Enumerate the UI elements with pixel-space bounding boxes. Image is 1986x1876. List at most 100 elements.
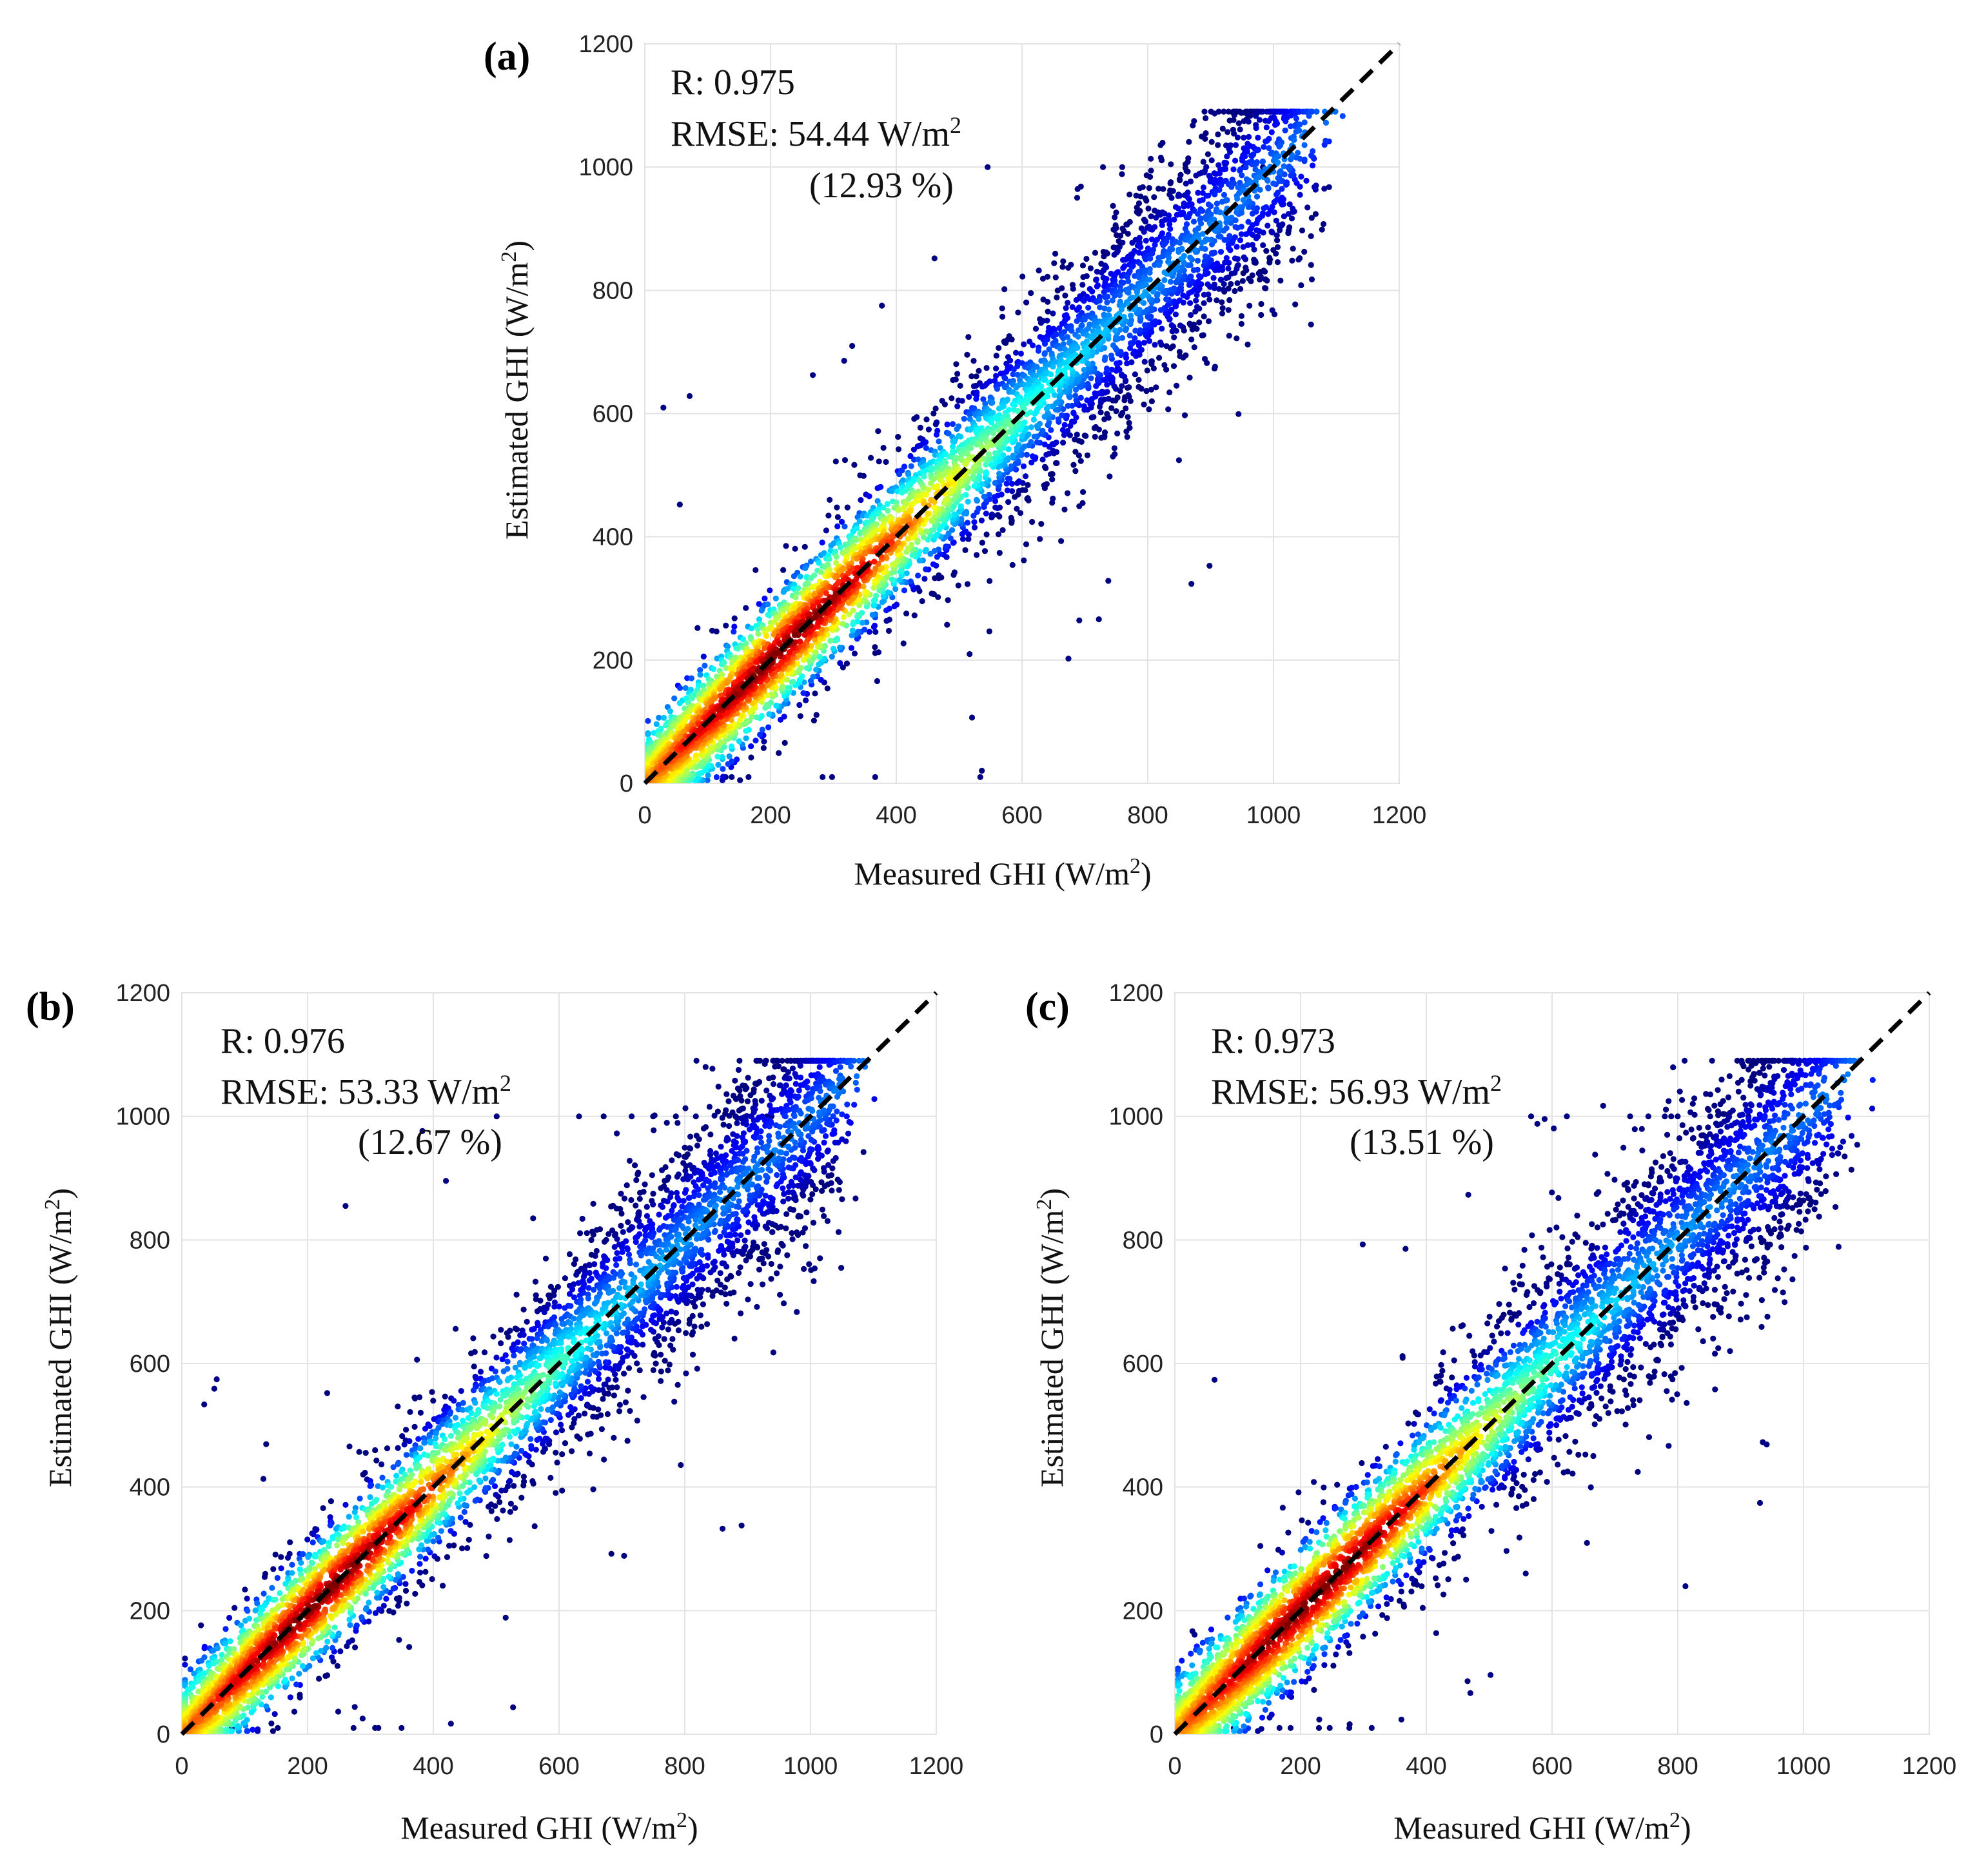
panel-a-point-2 bbox=[1234, 280, 1241, 286]
panel-a-point-596 bbox=[1234, 134, 1241, 141]
panel-a-point-418 bbox=[1105, 578, 1112, 584]
panel-a-point-569 bbox=[1079, 282, 1086, 288]
panel-a-point-442 bbox=[1058, 538, 1065, 544]
panel-a-point-1320 bbox=[901, 587, 908, 594]
panel-a-point-283 bbox=[880, 445, 887, 451]
panel-a-point-372 bbox=[1081, 433, 1088, 439]
panel-a-point-539 bbox=[1252, 113, 1259, 119]
panel-a-point-1959 bbox=[1081, 372, 1087, 378]
panel-a-point-496 bbox=[925, 426, 932, 433]
panel-a-point-2228 bbox=[879, 599, 885, 605]
panel-a-point-2851 bbox=[721, 660, 727, 666]
panel-a-point-3049 bbox=[968, 445, 974, 451]
panel-a-point-421 bbox=[745, 774, 752, 780]
panel-a-point-463 bbox=[1125, 231, 1131, 237]
panel-a-point-47 bbox=[760, 745, 767, 751]
panel-a-point-299 bbox=[1008, 517, 1015, 524]
panel-a-point-407 bbox=[1077, 183, 1084, 190]
panel-a-point-35 bbox=[1204, 151, 1211, 157]
panel-a-point-1449 bbox=[1190, 267, 1197, 273]
panel-a-point-1478 bbox=[1034, 439, 1040, 445]
panel-a-point-4 bbox=[996, 345, 1002, 351]
panel-a-point-2849 bbox=[795, 585, 801, 591]
panel-a-point-1213 bbox=[1217, 249, 1224, 255]
panel-a-point-366 bbox=[1142, 195, 1148, 202]
panel-a-point-348 bbox=[883, 458, 889, 465]
panel-a-point-811 bbox=[981, 382, 988, 389]
panel-a-point-141 bbox=[843, 660, 850, 667]
panel-a-point-1768 bbox=[1281, 163, 1287, 170]
panel-a-point-706 bbox=[1253, 125, 1259, 132]
panel-a-point-1723 bbox=[702, 662, 708, 669]
panel-a-point-1274 bbox=[800, 690, 807, 696]
panel-a-point-1424 bbox=[1199, 208, 1206, 214]
panel-a-point-436 bbox=[1096, 616, 1102, 623]
panel-a-point-432 bbox=[1258, 300, 1264, 308]
panel-a-point-1469 bbox=[975, 505, 982, 512]
panel-a-point-1348 bbox=[950, 421, 956, 427]
panel-a-point-433 bbox=[841, 358, 847, 364]
panel-a-point-1938 bbox=[810, 674, 816, 680]
panel-a-point-356 bbox=[1208, 108, 1214, 115]
panel-a-point-922 bbox=[1223, 255, 1230, 261]
panel-a-point-874 bbox=[1263, 124, 1270, 131]
panel-a-point-417 bbox=[968, 714, 976, 721]
panel-a-point-257 bbox=[1167, 180, 1174, 186]
panel-a-point-645 bbox=[1217, 277, 1224, 283]
panel-a-point-1275 bbox=[1275, 190, 1281, 196]
panel-a-point-1610 bbox=[1276, 143, 1283, 150]
panel-a-point-474 bbox=[1148, 358, 1155, 365]
panel-a-point-396 bbox=[945, 597, 951, 603]
panel-a-point-3046 bbox=[885, 507, 891, 514]
panel-a-point-342 bbox=[1092, 249, 1099, 256]
panel-a-point-225 bbox=[1121, 397, 1128, 404]
panel-a-point-687 bbox=[1227, 149, 1234, 155]
panel-a-point-3566 bbox=[917, 527, 923, 533]
panel-a-point-719 bbox=[837, 660, 843, 667]
panel-a-point-301 bbox=[1321, 220, 1327, 228]
panel-a-point-347 bbox=[1191, 118, 1197, 124]
panel-a-point-1863 bbox=[1275, 153, 1282, 160]
panel-a-point-2405 bbox=[958, 433, 964, 440]
panel-a-point-2742 bbox=[714, 754, 721, 760]
panel-a-point-196 bbox=[1054, 288, 1061, 294]
panel-a-point-282 bbox=[911, 612, 918, 619]
panel-a-point-371 bbox=[1226, 333, 1232, 339]
panel-a-point-327 bbox=[1113, 408, 1119, 415]
panel-a-point-2448 bbox=[816, 661, 822, 668]
panel-a-point-3244 bbox=[780, 683, 786, 690]
panel-a-point-693 bbox=[1193, 297, 1199, 304]
panel-a-point-1225 bbox=[1249, 153, 1255, 159]
panel-a-point-482 bbox=[1247, 113, 1254, 119]
panel-a-point-892 bbox=[1217, 170, 1223, 177]
panel-a-point-98 bbox=[1163, 366, 1170, 373]
panel-a-point-370 bbox=[1238, 313, 1244, 319]
panel-a-point-269 bbox=[776, 750, 782, 756]
panel-a-point-1291 bbox=[1216, 186, 1223, 193]
panel-a-point-1520 bbox=[1065, 402, 1071, 409]
panel-a-point-29 bbox=[932, 405, 939, 412]
panel-a-point-424 bbox=[729, 774, 735, 780]
panel-a-point-285 bbox=[1054, 460, 1060, 467]
panel-a-point-1888 bbox=[807, 558, 814, 565]
panel-a-point-708 bbox=[1224, 153, 1230, 160]
panel-a-point-409 bbox=[1206, 563, 1213, 569]
panel-a-point-2879 bbox=[909, 552, 916, 558]
panel-a-point-2882 bbox=[826, 556, 832, 562]
panel-a-point-171 bbox=[996, 550, 1003, 556]
panel-a-point-200 bbox=[1136, 200, 1143, 206]
panel-a-point-692 bbox=[1225, 265, 1232, 272]
panel-a-point-472 bbox=[1326, 184, 1332, 190]
panel-a-point-487 bbox=[1070, 286, 1076, 292]
panel-a-point-330 bbox=[1241, 110, 1247, 116]
panel-a-point-686 bbox=[858, 497, 864, 503]
panel-a-point-2342 bbox=[1028, 424, 1034, 431]
panel-a-point-2127 bbox=[1081, 367, 1087, 373]
panel-a-point-20 bbox=[1165, 406, 1172, 413]
panel-a-point-362 bbox=[962, 547, 968, 554]
panel-a-point-193 bbox=[1224, 129, 1231, 135]
panel-a-point-2496 bbox=[736, 738, 742, 745]
panel-a-point-423 bbox=[810, 372, 816, 378]
panel-a-point-919 bbox=[871, 622, 878, 629]
panel-a-point-4201 bbox=[841, 566, 847, 572]
